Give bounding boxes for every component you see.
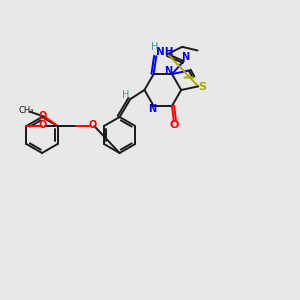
Text: N: N <box>164 66 172 76</box>
Text: O: O <box>169 120 178 130</box>
Text: CH₃: CH₃ <box>19 106 34 115</box>
Text: N: N <box>182 52 190 62</box>
Text: O: O <box>39 120 47 130</box>
Text: N: N <box>148 104 157 114</box>
Text: S: S <box>198 82 206 92</box>
Text: H: H <box>122 90 129 100</box>
Text: H: H <box>151 42 158 52</box>
Text: O: O <box>39 111 47 121</box>
Text: O: O <box>88 120 96 130</box>
Text: NH: NH <box>156 47 173 57</box>
